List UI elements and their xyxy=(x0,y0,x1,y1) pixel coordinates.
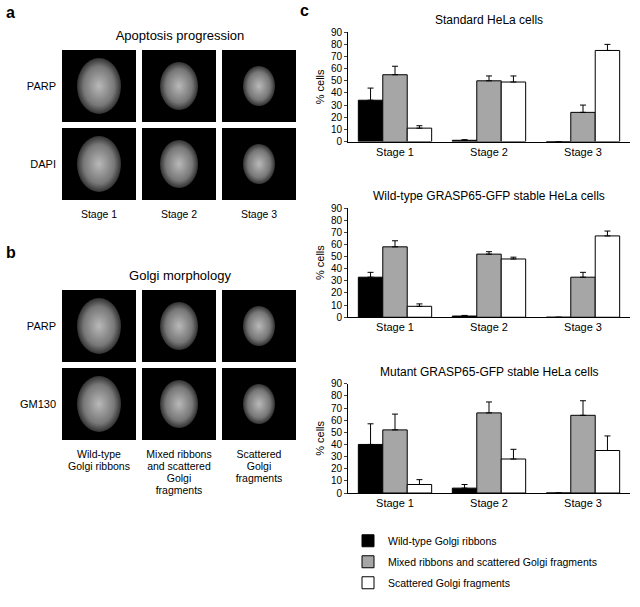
svg-text:90: 90 xyxy=(331,378,343,389)
svg-text:Wild-type Golgi ribbons: Wild-type Golgi ribbons xyxy=(388,535,497,547)
svg-text:10: 10 xyxy=(331,300,343,311)
svg-text:Stage 3: Stage 3 xyxy=(241,208,277,220)
svg-text:20: 20 xyxy=(331,287,343,298)
svg-text:Stage 2: Stage 2 xyxy=(470,497,508,509)
svg-text:30: 30 xyxy=(331,275,343,286)
svg-text:Stage 1: Stage 1 xyxy=(376,321,414,333)
svg-text:60: 60 xyxy=(331,63,343,74)
svg-text:10: 10 xyxy=(331,124,343,135)
svg-text:90: 90 xyxy=(331,27,343,38)
svg-text:Stage 3: Stage 3 xyxy=(564,146,602,158)
svg-text:70: 70 xyxy=(331,51,343,62)
svg-text:10: 10 xyxy=(331,475,343,486)
svg-text:Golgi: Golgi xyxy=(247,460,272,472)
svg-text:Stage 1: Stage 1 xyxy=(376,146,414,158)
svg-text:90: 90 xyxy=(331,203,343,214)
svg-text:Mutant GRASP65-GFP stable HeLa: Mutant GRASP65-GFP stable HeLa cells xyxy=(380,365,599,379)
svg-text:Scattered Golgi fragments: Scattered Golgi fragments xyxy=(388,577,510,589)
svg-text:Apoptosis progression: Apoptosis progression xyxy=(116,28,245,43)
svg-text:fragments: fragments xyxy=(236,472,283,484)
svg-text:80: 80 xyxy=(331,390,343,401)
svg-text:Standard HeLa cells: Standard HeLa cells xyxy=(435,13,543,27)
svg-text:Scattered: Scattered xyxy=(237,448,282,460)
svg-text:0: 0 xyxy=(336,488,342,499)
svg-text:DAPI: DAPI xyxy=(30,158,56,170)
svg-text:% cells: % cells xyxy=(314,245,326,280)
svg-text:80: 80 xyxy=(331,215,343,226)
svg-text:PARP: PARP xyxy=(27,320,56,332)
svg-text:Golgi ribbons: Golgi ribbons xyxy=(68,460,130,472)
svg-text:0: 0 xyxy=(336,312,342,323)
svg-text:Stage 2: Stage 2 xyxy=(470,321,508,333)
svg-text:Stage 1: Stage 1 xyxy=(376,497,414,509)
html-text:c: c xyxy=(300,2,309,19)
svg-text:80: 80 xyxy=(331,39,343,50)
svg-text:% cells: % cells xyxy=(314,69,326,104)
svg-text:GM130: GM130 xyxy=(20,398,56,410)
svg-text:Golgi: Golgi xyxy=(167,472,192,484)
svg-text:40: 40 xyxy=(331,263,343,274)
svg-text:Stage 2: Stage 2 xyxy=(161,208,197,220)
svg-text:Stage 3: Stage 3 xyxy=(564,321,602,333)
svg-text:30: 30 xyxy=(331,451,343,462)
svg-text:b: b xyxy=(6,244,16,261)
svg-text:Mixed ribbons and scattered Go: Mixed ribbons and scattered Golgi fragme… xyxy=(388,556,597,568)
svg-text:70: 70 xyxy=(331,227,343,238)
svg-text:Golgi morphology: Golgi morphology xyxy=(129,268,231,283)
svg-text:Wild-type GRASP65-GFP stable H: Wild-type GRASP65-GFP stable HeLa cells xyxy=(373,189,605,203)
svg-text:% cells: % cells xyxy=(314,420,326,455)
svg-text:Stage 2: Stage 2 xyxy=(470,146,508,158)
svg-text:Wild-type: Wild-type xyxy=(77,448,121,460)
svg-text:20: 20 xyxy=(331,463,343,474)
svg-text:Stage 3: Stage 3 xyxy=(564,497,602,509)
svg-text:50: 50 xyxy=(331,251,343,262)
svg-text:40: 40 xyxy=(331,87,343,98)
svg-text:0: 0 xyxy=(336,136,342,147)
svg-text:fragments: fragments xyxy=(156,484,203,496)
svg-text:20: 20 xyxy=(331,112,343,123)
svg-text:Stage 1: Stage 1 xyxy=(81,208,117,220)
svg-text:Mixed ribbons: Mixed ribbons xyxy=(146,448,211,460)
svg-text:50: 50 xyxy=(331,427,343,438)
svg-text:60: 60 xyxy=(331,239,343,250)
svg-text:30: 30 xyxy=(331,100,343,111)
svg-text:40: 40 xyxy=(331,439,343,450)
svg-text:a: a xyxy=(6,4,15,21)
svg-text:70: 70 xyxy=(331,403,343,414)
svg-text:and scattered: and scattered xyxy=(147,460,211,472)
svg-text:60: 60 xyxy=(331,415,343,426)
svg-text:50: 50 xyxy=(331,75,343,86)
svg-text:PARP: PARP xyxy=(27,80,56,92)
